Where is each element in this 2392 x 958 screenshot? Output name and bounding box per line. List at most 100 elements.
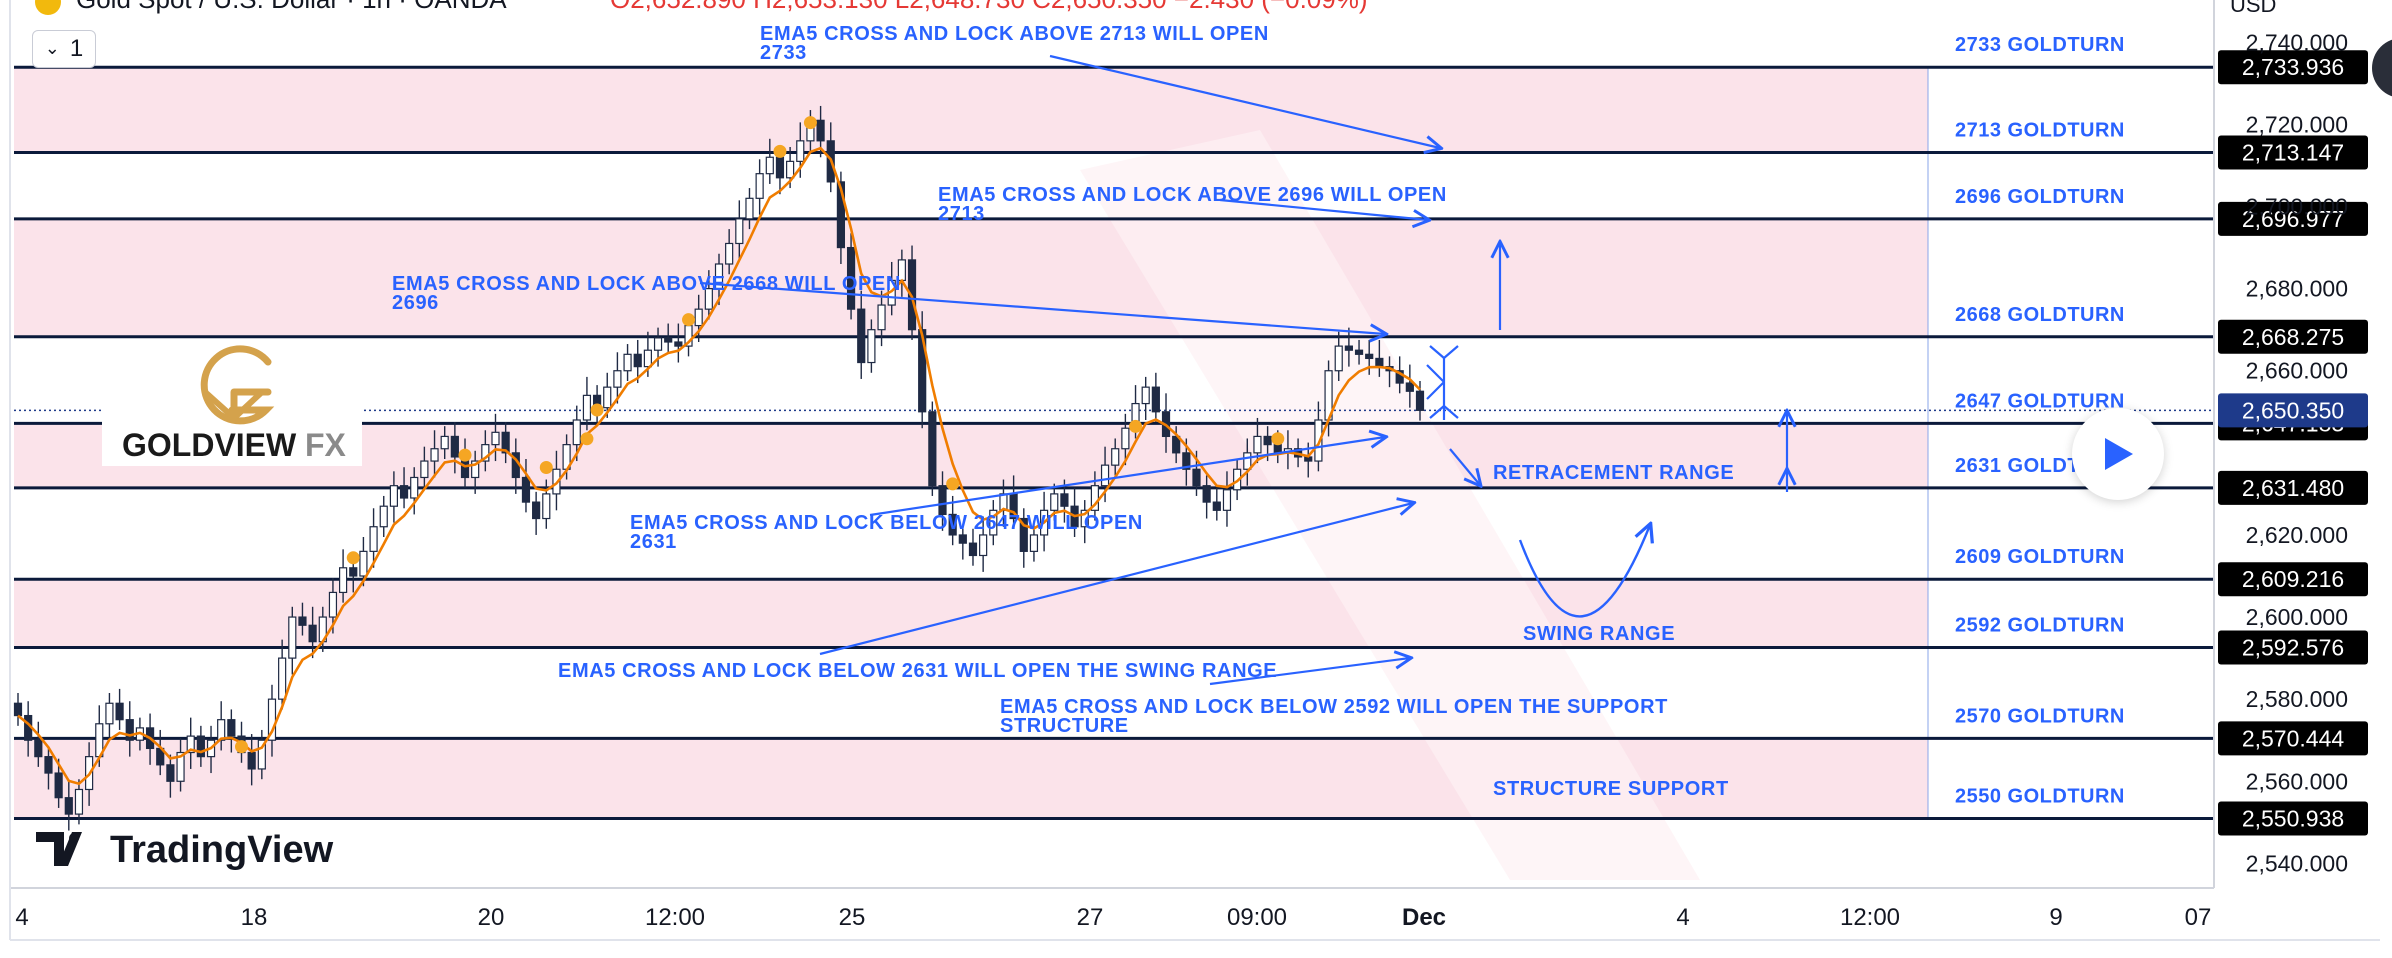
candle-body: [389, 485, 398, 507]
candle-body: [1111, 448, 1120, 466]
candle: [288, 606, 297, 675]
candle: [582, 376, 592, 431]
candle-body: [1334, 345, 1343, 372]
goldview-logo-pin: [202, 389, 265, 421]
candle: [735, 200, 744, 260]
candle-body: [1253, 435, 1262, 454]
candle-body: [623, 353, 632, 372]
annotation-arrow: [819, 503, 1413, 656]
candle-body: [13, 702, 23, 717]
signal-marker: [773, 144, 787, 158]
level-price-label-3: 2,668.275: [2218, 319, 2368, 354]
candle-body: [74, 788, 84, 815]
candle-body: [1060, 493, 1069, 507]
candle-body: [918, 329, 927, 413]
candle: [1395, 356, 1404, 394]
play-button[interactable]: [2072, 408, 2164, 500]
candle-body: [1375, 357, 1384, 368]
candle-body: [786, 160, 795, 179]
candle: [481, 430, 490, 472]
candle: [1314, 401, 1323, 472]
annotation-text-line2: STRUCTURE: [1000, 715, 1129, 737]
signal-marker: [580, 432, 594, 446]
y-axis-tick: 2,620.000: [2246, 522, 2348, 548]
candle: [1222, 471, 1232, 527]
candle-body: [582, 394, 592, 421]
candle-body: [1121, 427, 1130, 450]
candle-body: [1141, 386, 1150, 405]
candle: [694, 294, 703, 342]
candle-body: [176, 751, 185, 782]
candle-body: [196, 735, 205, 758]
candle-body: [816, 119, 825, 142]
support-zone-0: [14, 67, 1928, 153]
candle-body: [420, 460, 429, 479]
candle-body: [755, 173, 764, 199]
candle-body: [958, 534, 967, 544]
goldturn-label-8: 2570 GOLDTURN: [1955, 705, 2125, 727]
annotation-text: RETRACEMENT RANGE: [1493, 462, 1734, 484]
level-price-label-bg: [2218, 630, 2368, 665]
level-price-label-text: 2,696.977: [2242, 206, 2344, 232]
candle: [278, 639, 287, 710]
goldturn-label-2: 2696 GOLDTURN: [1955, 186, 2125, 208]
candle: [613, 352, 622, 404]
candle-body: [186, 735, 195, 754]
annotation-text-line2: 2713: [938, 203, 985, 225]
currency-label: USD: [2230, 0, 2276, 17]
interval-dropdown-button[interactable]: ⌄ 1: [32, 30, 96, 68]
candle: [1019, 508, 1028, 568]
x-axis-tick: 4: [1676, 904, 1689, 931]
candle: [410, 467, 419, 515]
candle: [74, 779, 84, 825]
candle: [765, 138, 774, 184]
signal-marker: [590, 403, 604, 417]
candle: [968, 528, 978, 566]
y-axis-tick: 2,720.000: [2246, 111, 2348, 137]
candle: [1121, 413, 1130, 466]
candle-body: [1243, 452, 1252, 470]
candle-body: [34, 739, 43, 758]
candle: [664, 323, 673, 353]
level-price-label-text: 2,550.938: [2242, 805, 2344, 831]
range-double-arrow-heads: [1429, 345, 1459, 419]
candle-body: [440, 435, 449, 450]
side-panel-toggle-button[interactable]: [2372, 38, 2392, 98]
candle-body: [877, 304, 886, 331]
chevron-down-icon: ⌄: [44, 37, 60, 58]
candle-body: [521, 476, 531, 503]
candle-body: [846, 246, 856, 310]
candle-body: [1019, 517, 1028, 552]
goldturn-label-0: 2733 GOLDTURN: [1955, 34, 2125, 56]
candle-body: [1365, 353, 1374, 360]
candle-body: [1151, 386, 1160, 413]
annotation-text-line2: 2631: [630, 531, 677, 553]
candle-body: [410, 476, 419, 499]
goldturn-label-9: 2550 GOLDTURN: [1955, 785, 2125, 807]
x-axis-tick: 25: [839, 904, 866, 931]
signal-marker: [1129, 419, 1143, 433]
candle: [491, 413, 500, 462]
candle: [521, 459, 531, 513]
candle-body: [643, 349, 652, 368]
candle: [958, 524, 967, 560]
annotation-text: EMA5 CROSS AND LOCK BELOW 2647 WILL OPEN: [630, 512, 1143, 534]
signal-marker: [539, 460, 553, 474]
candle: [1202, 475, 1211, 519]
level-price-label-bg: [2218, 562, 2368, 597]
level-price-label-6: 2,609.216: [2218, 562, 2368, 597]
candle-body: [836, 181, 846, 249]
candle: [1405, 364, 1414, 408]
candle: [1172, 426, 1181, 464]
ema5-line: [17, 146, 1421, 786]
candle: [1415, 381, 1425, 421]
candle-body: [491, 431, 500, 446]
candle-body: [1354, 349, 1364, 355]
level-price-label-bg: [2218, 319, 2368, 354]
candle-body: [603, 386, 612, 409]
candle: [928, 401, 937, 496]
candle-body: [1395, 370, 1404, 384]
x-axis-tick: 20: [478, 904, 505, 931]
